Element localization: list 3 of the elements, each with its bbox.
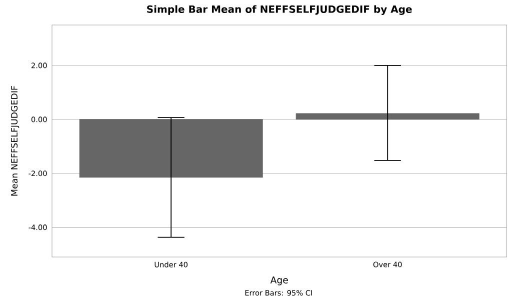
x-axis-title: Age [270,276,288,286]
y-axis-title: Mean NEFFSELFJUDGEDIF [11,86,20,196]
chart-title: Simple Bar Mean of NEFFSELFJUDGEDIF by Age [147,5,412,15]
